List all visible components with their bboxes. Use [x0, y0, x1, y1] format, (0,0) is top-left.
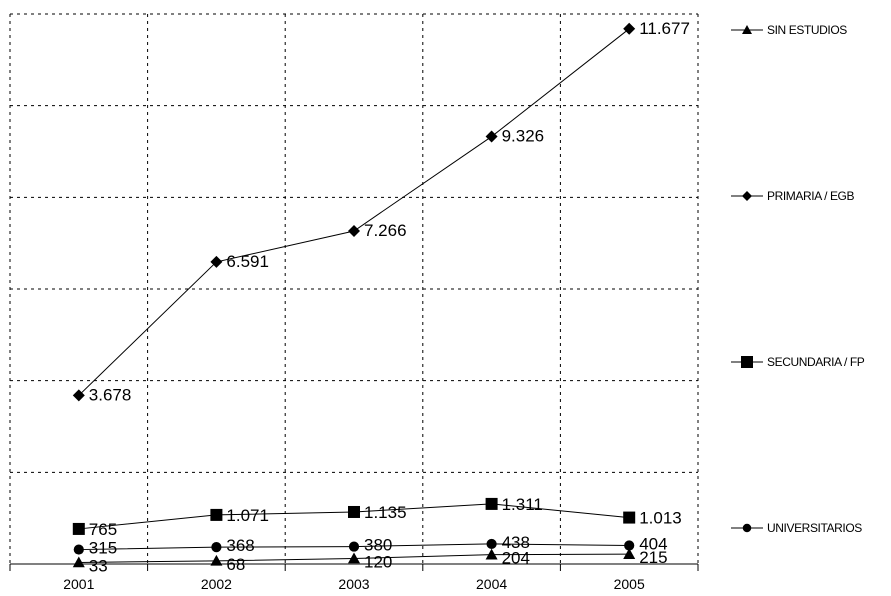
- data-point-sin-estudios: [485, 548, 498, 560]
- data-point-secundaria-fp: [72, 522, 85, 535]
- legend: SIN ESTUDIOS PRIMARIA / EGB SECUNDARIA / F…: [731, 23, 865, 535]
- data-label-secundaria-fp: 1.013: [639, 509, 682, 528]
- data-label-primaria-egb: 7.266: [364, 221, 407, 240]
- data-point-universitarios: [73, 544, 84, 555]
- data-label-sin-estudios: 215: [639, 548, 667, 567]
- series-line-primaria-egb: [78, 28, 630, 396]
- data-point-primaria-egb: [485, 130, 498, 143]
- data-label-universitarios: 368: [226, 536, 254, 555]
- data-labels: 33 68 120 204 215 3.678 6.591 7.266 9.326 11.677 7…: [89, 19, 690, 576]
- legend-label: UNIVERSITARIOS: [767, 521, 862, 535]
- data-point-universitarios: [486, 538, 497, 550]
- x-tick-label-2004: 2004: [476, 576, 507, 592]
- data-label-primaria-egb: 9.326: [502, 127, 545, 146]
- x-tick-label-2003: 2003: [338, 576, 369, 592]
- data-point-sin-estudios: [623, 548, 636, 559]
- data-point-sin-estudios: [210, 554, 223, 566]
- data-point-universitarios: [348, 541, 360, 552]
- gridlines: [9, 13, 699, 564]
- legend-item-universitarios: UNIVERSITARIOS: [731, 521, 863, 535]
- data-point-universitarios: [211, 542, 222, 553]
- legend-marker: [742, 191, 752, 201]
- data-point-primaria-egb: [623, 22, 636, 35]
- legend-label: PRIMARIA / EGB: [767, 189, 854, 203]
- data-label-secundaria-fp: 1.135: [364, 503, 407, 522]
- data-point-sin-estudios: [72, 556, 85, 568]
- axes: 2001 2002 2003 2004 2005: [9, 563, 699, 592]
- legend-item-secundaria-fp: SECUNDARIA / FP: [731, 355, 865, 369]
- data-point-secundaria-fp: [348, 505, 360, 518]
- data-point-secundaria-fp: [485, 497, 498, 510]
- data-point-primaria-egb: [348, 224, 360, 237]
- x-tick-label-2005: 2005: [614, 576, 645, 592]
- data-point-primaria-egb: [72, 389, 85, 402]
- data-label-primaria-egb: 6.591: [226, 252, 269, 271]
- legend-marker: [741, 356, 753, 368]
- data-point-secundaria-fp: [210, 508, 223, 521]
- x-tick-label-2002: 2002: [201, 576, 232, 592]
- legend-marker: [742, 25, 752, 34]
- data-label-primaria-egb: 3.678: [89, 385, 132, 404]
- legend-label: SECUNDARIA / FP: [767, 355, 865, 369]
- data-label-secundaria-fp: 1.071: [226, 506, 269, 525]
- data-label-sin-estudios: 204: [502, 549, 530, 568]
- data-label-universitarios: 404: [639, 534, 667, 553]
- data-label-universitarios: 315: [89, 539, 117, 558]
- data-label-sin-estudios: 33: [89, 556, 108, 575]
- legend-marker: [742, 523, 752, 533]
- data-label-secundaria-fp: 765: [89, 520, 117, 539]
- legend-item-primaria-egb: PRIMARIA / EGB: [731, 189, 855, 203]
- series-lines: [72, 22, 636, 568]
- data-label-secundaria-fp: 1.311: [502, 495, 543, 514]
- legend-item-sin-estudios: SIN ESTUDIOS: [731, 23, 848, 37]
- data-label-universitarios: 438: [502, 533, 530, 552]
- data-point-sin-estudios: [348, 552, 360, 564]
- data-label-sin-estudios: 68: [226, 555, 245, 574]
- x-tick-label-2001: 2001: [63, 576, 94, 592]
- data-point-universitarios: [624, 540, 635, 551]
- legend-label: SIN ESTUDIOS: [767, 23, 847, 37]
- data-label-universitarios: 380: [364, 536, 392, 555]
- data-point-secundaria-fp: [623, 511, 636, 524]
- data-label-sin-estudios: 120: [364, 553, 392, 572]
- data-point-primaria-egb: [210, 255, 223, 268]
- data-label-primaria-egb: 11.677: [639, 19, 690, 38]
